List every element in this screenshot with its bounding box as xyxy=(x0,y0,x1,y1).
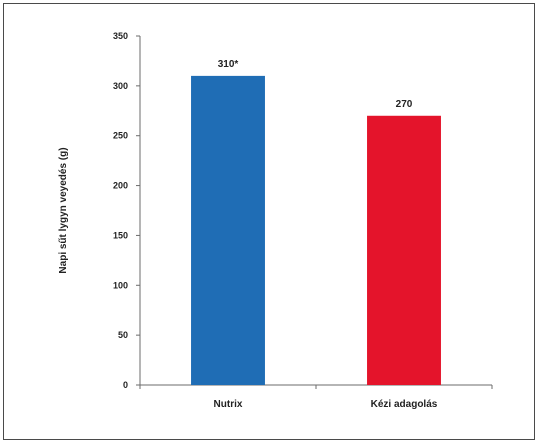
y-axis: 0 50 100 150 200 250 300 350 xyxy=(113,31,141,390)
bars xyxy=(191,75,441,386)
y-tick-label: 150 xyxy=(113,230,128,240)
x-category-label: Kézi adagolás xyxy=(371,399,438,410)
x-category-label: Nutrix xyxy=(214,399,243,410)
data-label: 270 xyxy=(396,99,413,110)
bar-2 xyxy=(367,115,441,386)
bar-chart: 0 50 100 150 200 250 300 350 Nutrix Kézi adagolá… xyxy=(58,31,493,410)
y-tick-label: 100 xyxy=(113,280,128,290)
x-axis: Nutrix Kézi adagolás xyxy=(139,384,493,410)
bar-1 xyxy=(191,75,265,385)
y-axis-label: Napi sűt lygyn veyedés (g) xyxy=(58,147,69,273)
y-tick-label: 250 xyxy=(113,131,128,141)
y-tick-label: 0 xyxy=(123,380,128,390)
data-labels: 310* 270 xyxy=(218,59,413,110)
data-label: 310* xyxy=(218,59,239,70)
y-tick-label: 200 xyxy=(113,181,128,191)
y-tick-label: 50 xyxy=(118,330,128,340)
y-tick-label: 350 xyxy=(113,31,128,41)
chart-frame: 0 50 100 150 200 250 300 350 Nutrix Kézi adagolá… xyxy=(3,3,535,440)
y-tick-label: 300 xyxy=(113,81,128,91)
